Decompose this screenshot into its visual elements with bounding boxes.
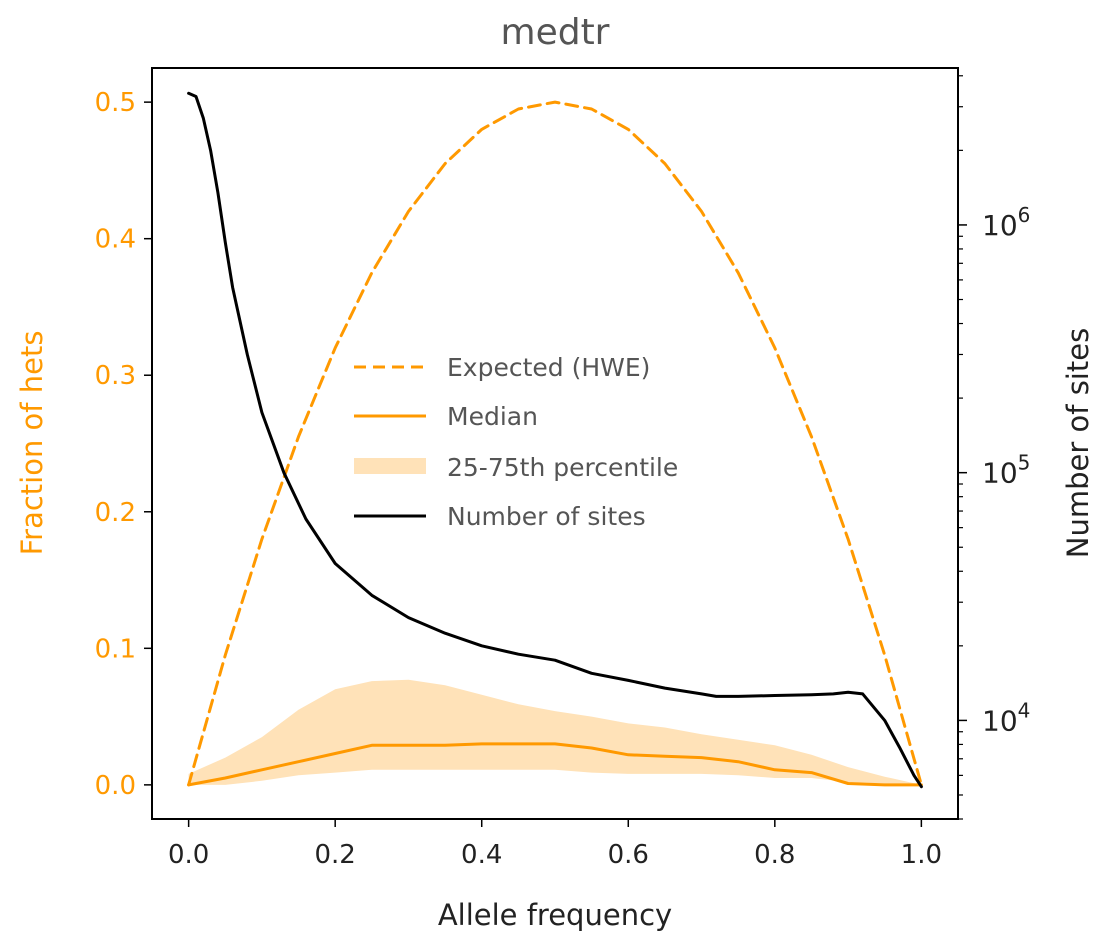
- plot-frame: [151, 67, 959, 820]
- y-left-tick-label: 0.0: [95, 771, 136, 801]
- legend-label-percentile: 25-75th percentile: [447, 453, 678, 482]
- series-line-sites: [187, 91, 923, 789]
- x-tick-label: 0.8: [754, 840, 795, 870]
- y-axis-left: 0.0 0.1 0.2 0.3 0.4 0.5: [95, 88, 152, 801]
- y-axis-right-label: Number of sites: [1061, 328, 1095, 558]
- chart-title: medtr: [501, 12, 610, 53]
- x-tick-label: 1.0: [901, 840, 942, 870]
- series-line-expected: [187, 100, 923, 787]
- y-left-tick-label: 0.2: [95, 498, 136, 528]
- x-axis: 0.0 0.2 0.4 0.6 0.8 1.0: [168, 819, 942, 870]
- series-band-percentile: [188, 679, 922, 785]
- x-tick-label: 0.4: [461, 840, 502, 870]
- y-left-tick-label: 0.1: [95, 634, 136, 664]
- legend-label-median: Median: [447, 402, 538, 431]
- y-right-tick-label: 104: [982, 698, 1030, 737]
- x-tick-label: 0.0: [168, 840, 209, 870]
- grid-lines-layer: [187, 91, 923, 789]
- legend-label-expected: Expected (HWE): [447, 353, 650, 382]
- x-axis-label: Allele frequency: [438, 898, 672, 932]
- x-tick-label: 0.6: [608, 840, 649, 870]
- legend-swatch-percentile: [354, 458, 426, 474]
- y-axis-right: 104 105 106: [958, 75, 1030, 820]
- y-left-tick-label: 0.5: [95, 88, 136, 118]
- legend: Expected (HWE) Median 25-75th percentile…: [354, 353, 678, 531]
- legend-label-sites: Number of sites: [447, 502, 646, 531]
- y-left-tick-label: 0.4: [95, 225, 136, 255]
- y-right-tick-label: 105: [982, 451, 1030, 490]
- series-line-median: [187, 742, 923, 787]
- x-tick-label: 0.2: [315, 840, 356, 870]
- y-right-tick-label: 106: [982, 203, 1030, 242]
- y-left-tick-label: 0.3: [95, 361, 136, 391]
- band-layer: [188, 679, 922, 785]
- y-axis-left-label: Fraction of hets: [15, 331, 49, 556]
